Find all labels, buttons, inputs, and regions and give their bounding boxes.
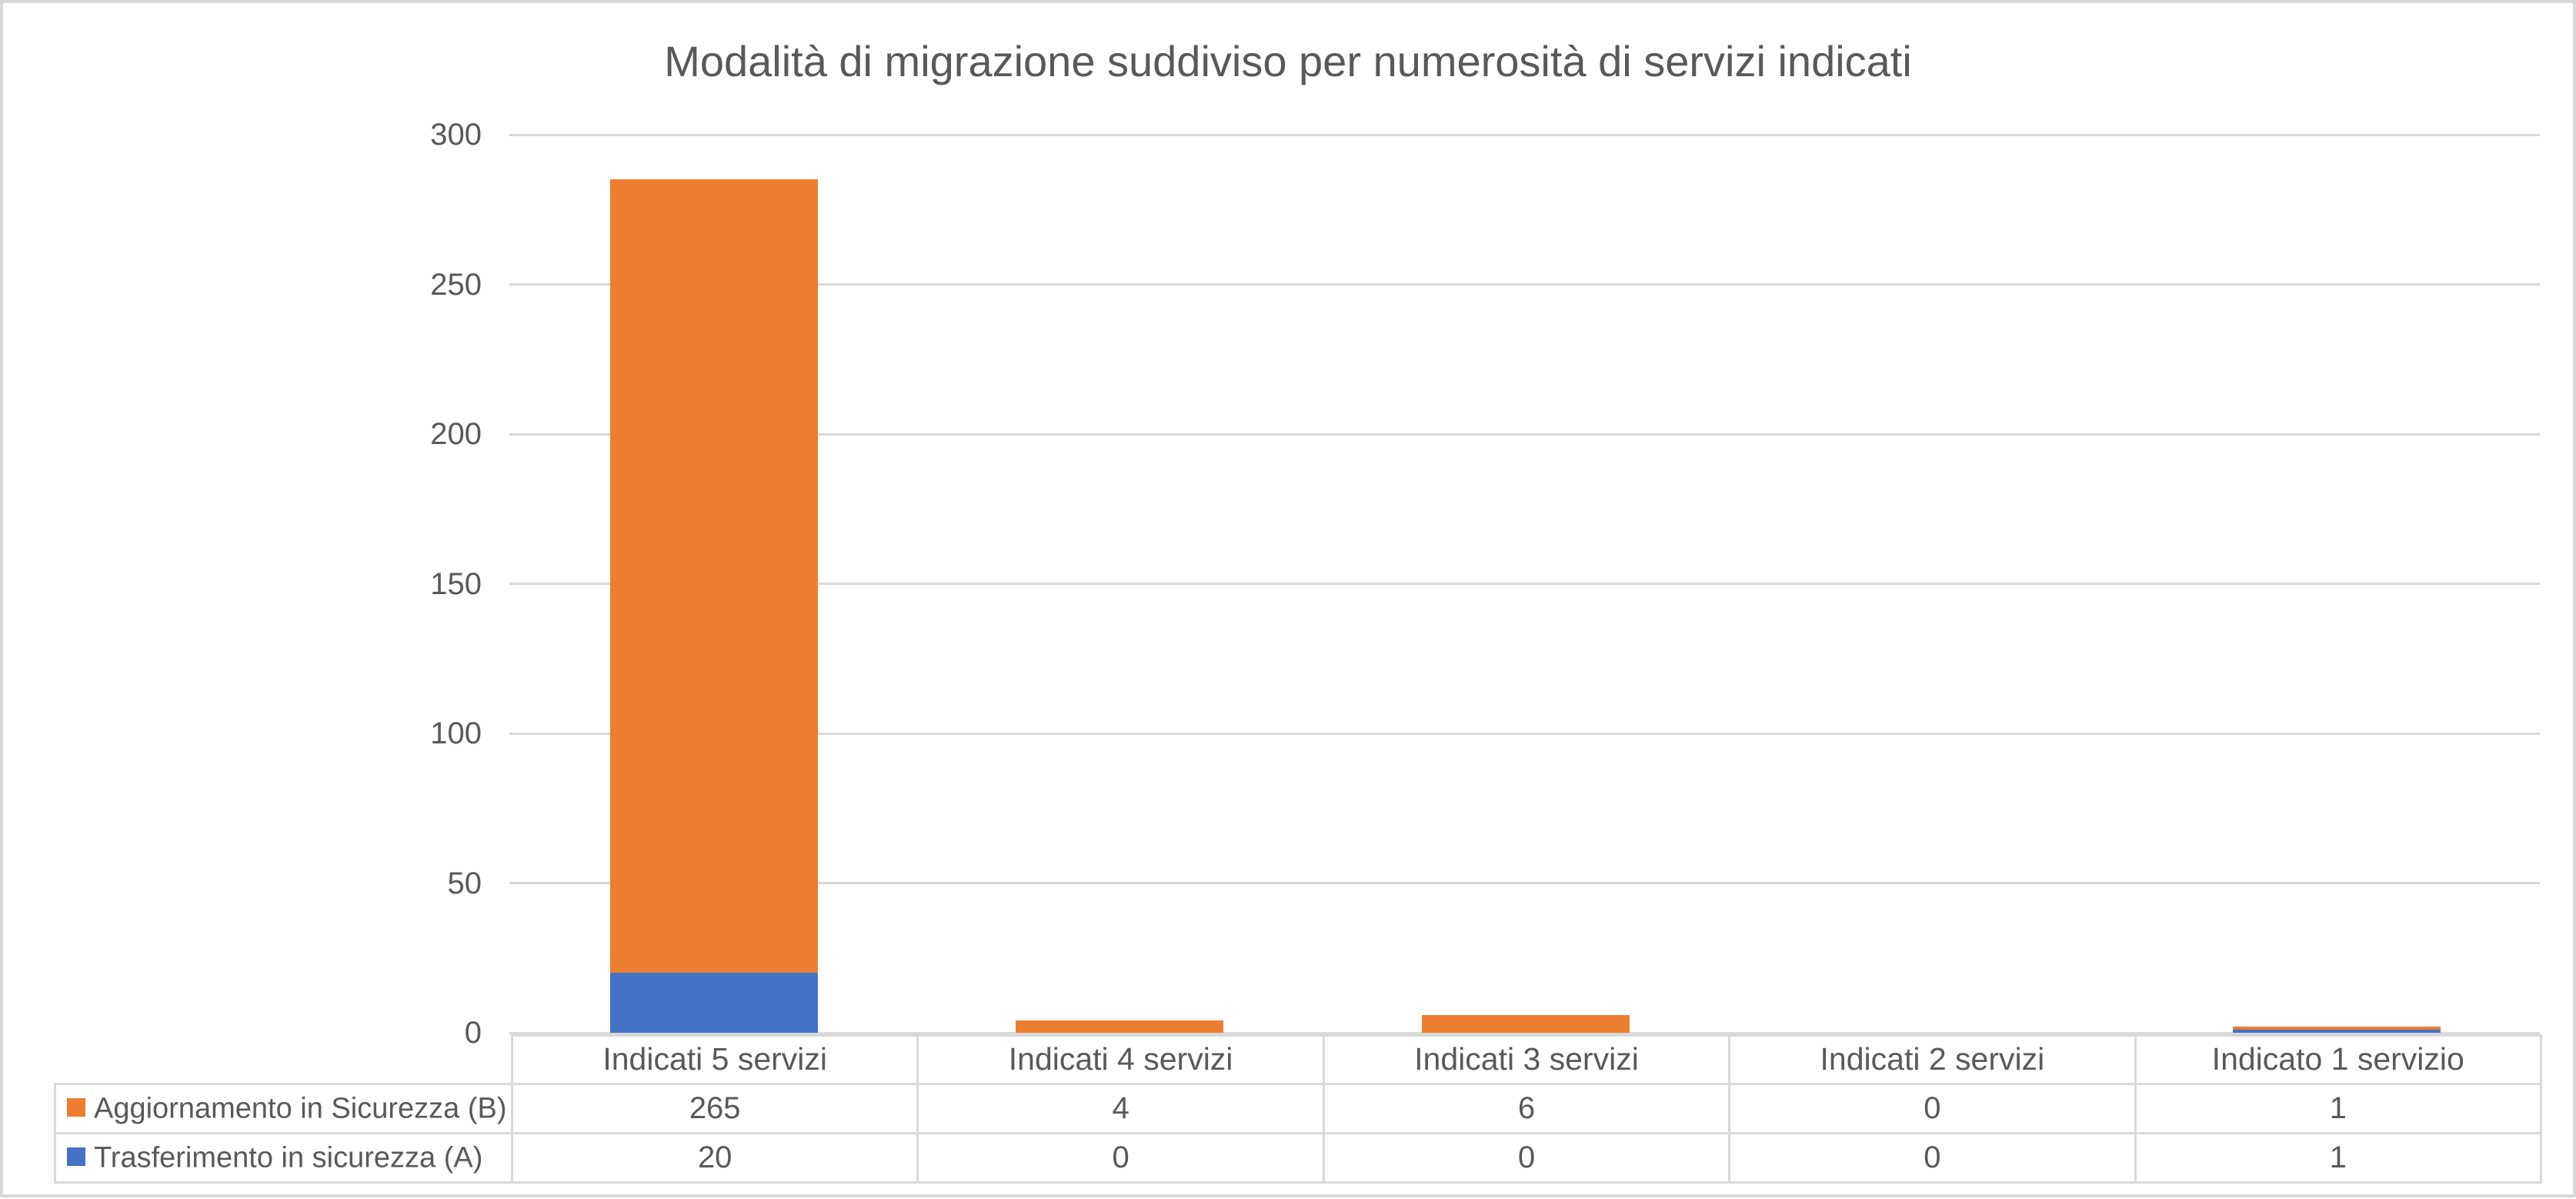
y-axis-tick-label: 200 [430,417,482,451]
legend-swatch-icon [67,1147,85,1166]
bar-segment [2233,1027,2441,1030]
chart-data-table: Indicati 5 servizi Indicati 4 servizi Indi… [54,1034,2542,1184]
legend-cell: Trasferimento in sicurezza (A) [54,1131,513,1184]
legend-cell: Aggiornamento in Sicurezza (B) [54,1082,513,1134]
category-header-cell: Indicati 5 servizi [510,1034,919,1085]
category-header-cell: Indicati 4 servizi [916,1034,1325,1085]
category-header-row: Indicati 5 servizi Indicati 4 servizi Indi… [55,1034,2542,1085]
value-cell: 20 [510,1131,919,1184]
bar-segment [610,179,818,973]
bar-segment [2233,1030,2441,1033]
chart-title: Modalità di migrazione suddiviso per num… [664,37,1912,85]
value-cell: 1 [2134,1082,2542,1134]
y-axis-tick-label: 100 [430,716,482,750]
value-cell: 6 [1322,1082,1731,1134]
value-cell: 1 [2134,1131,2542,1184]
plot-area: 0 50 100 150 200 250 300 [3,3,2573,1194]
series-name-label: Trasferimento in sicurezza (A) [94,1141,483,1174]
series-row: Trasferimento in sicurezza (A) 20 0 0 0 1 [54,1131,2542,1184]
gridline [509,283,2540,286]
value-cell: 0 [916,1131,1325,1184]
value-cell: 0 [1322,1131,1731,1184]
table-corner-cell [55,1036,512,1084]
y-axis-tick-label: 300 [430,118,482,152]
series-name-label: Aggiornamento in Sicurezza (B) [94,1092,507,1125]
y-axis-tick-label: 150 [430,567,482,601]
category-header-cell: Indicati 2 servizi [1728,1034,2137,1085]
y-axis-tick-label: 0 [464,1016,482,1050]
category-header-cell: Indicati 3 servizi [1322,1034,1731,1085]
value-cell: 0 [1728,1082,2137,1134]
x-axis-line [509,1032,2540,1034]
gridline [509,882,2540,884]
bar-segment [1422,1015,1630,1033]
value-cell: 265 [510,1082,919,1134]
gridline [509,134,2540,136]
bar-segment [1016,1020,1223,1033]
gridline [509,583,2540,585]
value-cell: 0 [1728,1131,2137,1184]
bar-segment [610,973,818,1033]
gridline [509,433,2540,436]
y-axis-tick-label: 250 [430,268,482,302]
legend-swatch-icon [67,1097,85,1117]
y-axis-tick-label: 50 [447,867,482,900]
value-cell: 4 [916,1082,1325,1134]
gridline [509,733,2540,735]
series-row: Aggiornamento in Sicurezza (B) 265 4 6 0 1 [54,1082,2542,1134]
category-header-cell: Indicato 1 servizio [2134,1034,2542,1085]
